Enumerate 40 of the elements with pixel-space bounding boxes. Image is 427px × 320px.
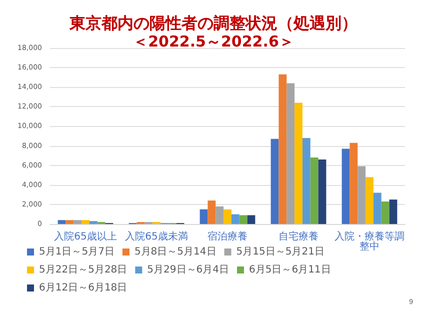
legend-label: 5月1日～5月7日 — [39, 246, 114, 258]
chart-title: 東京都内の陽性者の調整状況（処遇別） — [68, 14, 358, 32]
legend-label: 6月5日～6月11日 — [248, 264, 331, 276]
bar — [358, 166, 366, 224]
bar — [239, 215, 248, 224]
chart-subtitle: ＜2022.5～2022.6＞ — [133, 32, 294, 50]
bar — [224, 209, 232, 224]
bar — [366, 177, 374, 224]
bar — [247, 215, 256, 224]
legend-label: 5月22日～5月28日 — [39, 264, 128, 276]
legend-label: 5月29日～6月4日 — [147, 264, 229, 276]
bar — [231, 214, 240, 224]
bar — [66, 220, 74, 224]
bar — [373, 192, 382, 224]
x-tick-label: 入院・療養等調整中 — [334, 230, 404, 252]
bar — [302, 138, 310, 224]
bar — [294, 102, 302, 224]
x-tick-label: 宿泊療養 — [208, 230, 248, 242]
bar — [58, 220, 66, 224]
bar — [278, 74, 287, 224]
bar — [389, 200, 398, 224]
x-tick-label: 自宅療養 — [278, 230, 318, 242]
bar — [310, 158, 318, 224]
bar — [342, 148, 350, 224]
bar — [381, 202, 390, 224]
x-tick-label: 入院65歳以上 — [54, 230, 117, 242]
bar — [216, 206, 224, 224]
bar — [350, 142, 358, 224]
bar — [208, 200, 216, 224]
bar — [82, 220, 90, 224]
bar — [74, 220, 82, 224]
bar — [286, 83, 295, 224]
bar — [270, 138, 279, 224]
x-tick-label: 入院65歳未満 — [125, 230, 188, 242]
bar — [89, 221, 98, 224]
legend-label: 5月15日～5月21日 — [236, 246, 324, 258]
legend-label: 5月8日～5月14日 — [134, 246, 216, 258]
bar — [200, 209, 208, 224]
bar — [318, 159, 326, 224]
legend-label: 6月12日～6月18日 — [39, 282, 128, 294]
